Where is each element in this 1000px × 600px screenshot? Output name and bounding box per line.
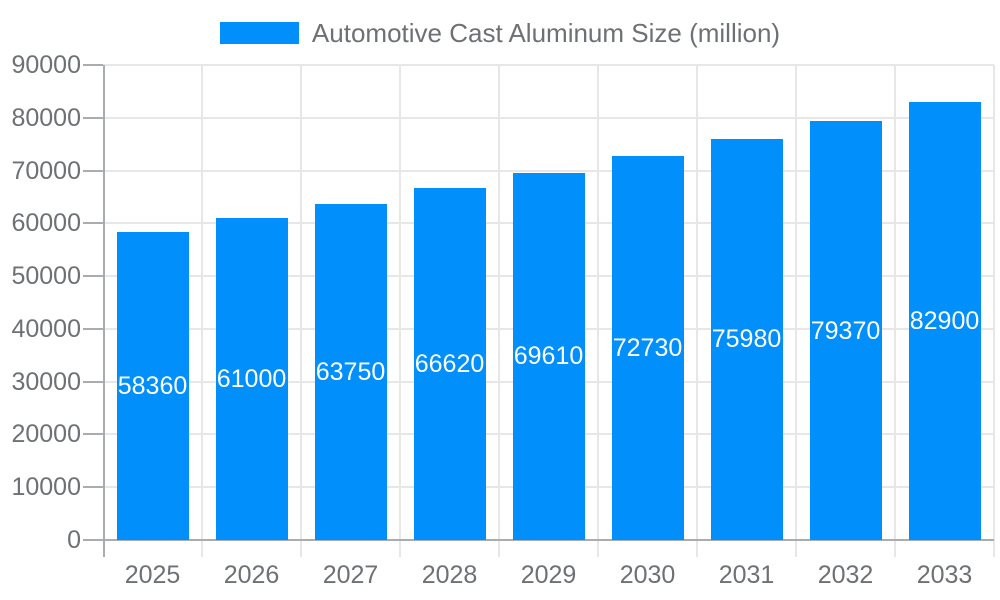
bar-2026[interactable]	[215, 218, 288, 540]
legend-label[interactable]: Automotive Cast Aluminum Size (million)	[311, 18, 781, 48]
bar-2031[interactable]	[710, 138, 783, 540]
bar-2032[interactable]	[809, 121, 882, 540]
y-axis-label: 70000	[11, 156, 81, 185]
y-axis-label: 40000	[11, 314, 81, 343]
y-axis-label: 0	[67, 526, 81, 554]
gridline-vertical	[993, 65, 995, 557]
gridline-vertical	[201, 65, 203, 557]
y-axis-tick	[83, 486, 103, 489]
y-axis-label: 30000	[11, 367, 81, 396]
gridline-vertical	[597, 65, 599, 557]
gridline-vertical	[894, 65, 896, 557]
y-axis-tick	[83, 64, 103, 66]
bar-2025[interactable]	[116, 231, 189, 540]
gridline-horizontal	[103, 116, 994, 119]
x-axis-label: 2025	[124, 561, 181, 589]
y-axis-label: 60000	[11, 209, 81, 238]
bar-2028[interactable]	[413, 188, 486, 540]
legend-swatch[interactable]	[219, 22, 299, 44]
bar-value-label: 72730	[612, 334, 683, 363]
bar-2033[interactable]	[908, 102, 981, 540]
gridline-horizontal	[103, 169, 994, 172]
bar-2029[interactable]	[512, 172, 585, 540]
y-axis-tick	[83, 380, 103, 383]
gridline-vertical	[795, 65, 797, 557]
x-axis-label: 2033	[916, 561, 973, 589]
bar-value-label: 58360	[117, 371, 188, 400]
bar-value-label: 69610	[513, 342, 584, 371]
bar-value-label: 75980	[711, 325, 782, 354]
y-axis-line	[103, 65, 105, 557]
y-axis-tick	[83, 275, 103, 278]
gridline-vertical	[300, 65, 302, 557]
bar-2027[interactable]	[314, 203, 387, 540]
gridline-vertical	[696, 65, 698, 557]
gridline-horizontal	[103, 64, 994, 66]
bar-value-label: 61000	[216, 365, 287, 394]
bar-2030[interactable]	[611, 156, 684, 540]
x-axis-label: 2032	[817, 561, 874, 589]
bar-value-label: 66620	[414, 350, 485, 379]
x-axis-line	[103, 539, 994, 541]
y-axis-tick	[83, 169, 103, 172]
x-axis-label: 2028	[421, 561, 478, 589]
y-axis-tick	[83, 433, 103, 436]
x-axis-label: 2027	[322, 561, 379, 589]
bar-value-label: 79370	[810, 316, 881, 345]
x-axis-label: 2029	[520, 561, 577, 589]
y-axis-tick	[83, 222, 103, 225]
y-axis-tick	[83, 539, 103, 541]
bar-value-label: 82900	[909, 307, 980, 336]
y-axis-label: 10000	[11, 473, 81, 502]
x-axis-label: 2030	[619, 561, 676, 589]
bar-value-label: 63750	[315, 357, 386, 386]
y-axis-label: 80000	[11, 103, 81, 132]
y-axis-tick	[83, 327, 103, 330]
x-axis-label: 2026	[223, 561, 280, 589]
y-axis-label: 50000	[11, 262, 81, 291]
y-axis-tick	[83, 116, 103, 119]
gridline-vertical	[399, 65, 401, 557]
x-axis-label: 2031	[718, 561, 775, 589]
legend: Automotive Cast Aluminum Size (million)	[0, 20, 1000, 46]
y-axis-label: 20000	[11, 420, 81, 449]
y-axis-label: 90000	[11, 51, 81, 79]
gridline-vertical	[498, 65, 500, 557]
